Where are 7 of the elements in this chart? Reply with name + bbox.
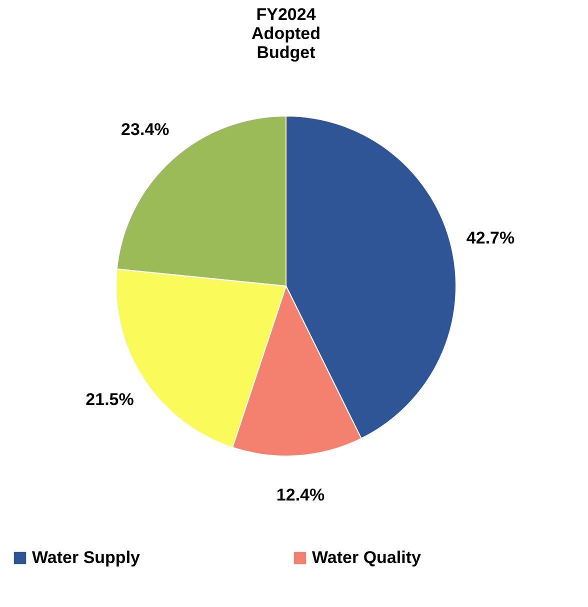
data-label: 12.4% xyxy=(276,486,325,504)
legend-label: Water Quality xyxy=(312,548,422,567)
legend-label: Water Supply xyxy=(32,548,141,567)
chart-title: FY2024 Adopted Budget xyxy=(252,5,320,62)
data-label: 21.5% xyxy=(86,390,134,410)
data-label: 23.4% xyxy=(121,120,170,140)
data-label: 42.7% xyxy=(466,228,515,248)
